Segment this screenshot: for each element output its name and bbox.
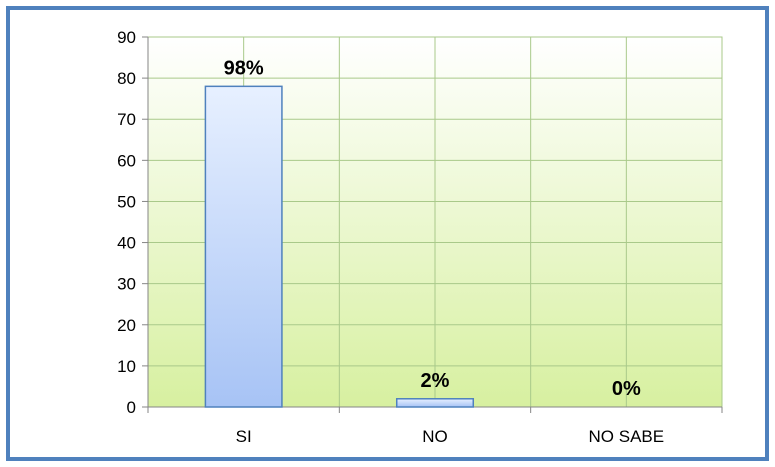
data-label: 98% bbox=[224, 57, 264, 79]
y-tick-label: 70 bbox=[117, 110, 136, 129]
x-category-label: SI bbox=[236, 427, 252, 446]
x-category-label: NO bbox=[422, 427, 448, 446]
y-tick-label: 30 bbox=[117, 275, 136, 294]
y-tick-label: 0 bbox=[127, 398, 136, 417]
y-tick-label: 60 bbox=[117, 151, 136, 170]
y-tick-label: 80 bbox=[117, 69, 136, 88]
bar-si bbox=[204, 85, 283, 408]
y-tick-label: 10 bbox=[117, 357, 136, 376]
data-label: 2% bbox=[421, 370, 450, 392]
x-category-label: NO SABE bbox=[589, 427, 665, 446]
y-tick-label: 50 bbox=[117, 192, 136, 211]
y-tick-label: 90 bbox=[117, 28, 136, 47]
y-tick-label: 20 bbox=[117, 316, 136, 335]
bar-no bbox=[395, 398, 475, 408]
data-label: 0% bbox=[612, 378, 641, 400]
y-tick-label: 40 bbox=[117, 234, 136, 253]
